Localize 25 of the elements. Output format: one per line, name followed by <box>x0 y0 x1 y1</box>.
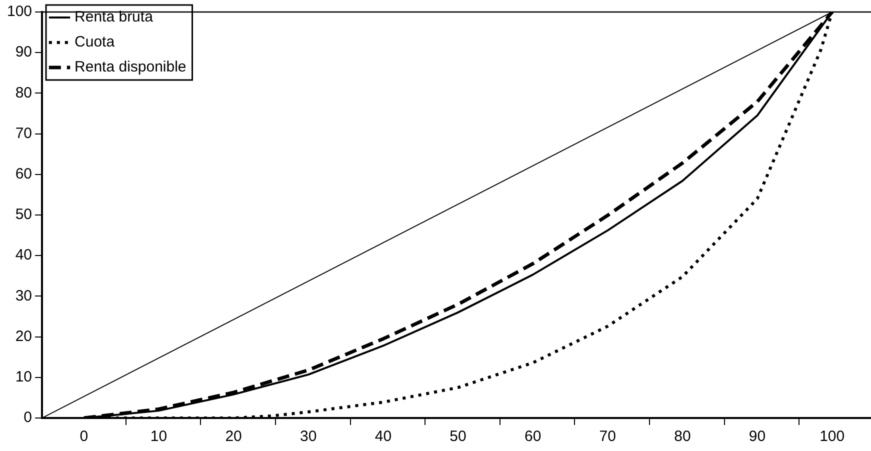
x-tick-label: 100 <box>820 428 845 446</box>
x-tick-label: 60 <box>524 428 542 446</box>
y-tick-label: 10 <box>15 368 32 386</box>
x-tick-label: 10 <box>150 428 168 446</box>
y-tick-label: 40 <box>15 246 32 264</box>
x-tick-label: 20 <box>225 428 242 446</box>
x-tick-label: 70 <box>599 428 616 446</box>
legend-label: Cuota <box>74 34 116 51</box>
y-tick-label: 70 <box>15 124 32 142</box>
y-tick-label: 50 <box>15 206 32 224</box>
y-tick-label: 20 <box>15 328 32 345</box>
y-tick-label: 100 <box>6 3 32 20</box>
x-tick-label: 40 <box>374 428 392 446</box>
x-tick-label: 0 <box>80 428 88 446</box>
legend-label: Renta bruta <box>74 8 154 26</box>
y-tick-label: 60 <box>15 166 32 183</box>
x-tick-label: 80 <box>674 428 691 446</box>
y-tick-label: 90 <box>15 44 32 61</box>
x-tick-label: 30 <box>300 428 317 446</box>
x-tick-label: 50 <box>450 428 466 446</box>
legend-label: Renta disponible <box>74 58 186 76</box>
x-tick-label: 90 <box>748 428 766 446</box>
y-tick-label: 0 <box>24 409 32 426</box>
y-tick-label: 80 <box>15 84 32 102</box>
y-tick-label: 30 <box>15 287 32 304</box>
